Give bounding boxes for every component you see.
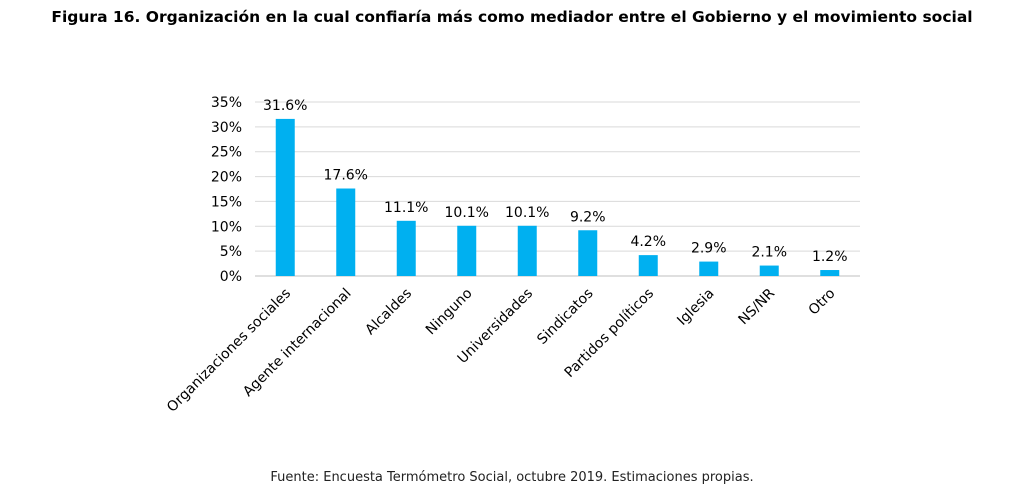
bar <box>759 265 779 276</box>
bar <box>396 220 416 276</box>
chart-title: Figura 16. Organización en la cual confi… <box>51 8 973 26</box>
y-tick-label: 5% <box>220 244 242 260</box>
x-tick-label: Alcaldes <box>362 286 415 339</box>
x-tick-label: NS/NR <box>735 285 778 328</box>
y-tick-label: 30% <box>211 120 242 136</box>
y-axis: 0% 5% 10% 15% 20% 25% 30% 35% <box>211 95 242 285</box>
bar <box>578 230 598 276</box>
x-tick-label: Sindicatos <box>534 286 596 348</box>
y-tick-label: 10% <box>211 219 242 235</box>
y-tick-label: 35% <box>211 95 242 111</box>
bar <box>517 225 537 276</box>
bar <box>336 188 356 276</box>
y-tick-label: 0% <box>220 269 242 285</box>
data-label: 2.1% <box>751 245 787 261</box>
y-tick-label: 20% <box>211 170 242 186</box>
data-label: 17.6% <box>324 168 368 184</box>
data-label: 2.9% <box>691 241 727 257</box>
x-tick-label: Iglesia <box>674 286 717 329</box>
y-tick-label: 15% <box>211 194 242 210</box>
bar <box>457 225 477 276</box>
data-labels: 31.6% 17.6% 11.1% 10.1% 10.1% 9.2% 4.2% 2.9% 2.1… <box>263 98 848 265</box>
gridlines <box>255 101 860 277</box>
data-label: 1.2% <box>812 249 848 265</box>
data-label: 9.2% <box>570 209 606 225</box>
y-tick-label: 25% <box>211 145 242 161</box>
x-tick-label: Agente internacional <box>240 286 354 400</box>
bar <box>638 255 658 276</box>
data-label: 11.1% <box>384 200 428 216</box>
x-tick-label: Otro <box>806 286 839 319</box>
bar-chart: 0% 5% 10% 15% 20% 25% 30% 35% 31.6% 17.6% 11.1% 10… <box>164 95 860 416</box>
data-label: 4.2% <box>630 234 666 250</box>
x-tick-label: Organizaciones sociales <box>164 286 294 416</box>
x-tick-label: Ninguno <box>423 286 476 339</box>
bar <box>820 270 840 276</box>
data-label: 10.1% <box>445 205 489 221</box>
source-note: Fuente: Encuesta Termómetro Social, octu… <box>270 470 754 485</box>
bar <box>275 118 295 276</box>
bars <box>275 118 840 276</box>
data-label: 10.1% <box>505 205 549 221</box>
data-label: 31.6% <box>263 98 307 114</box>
bar <box>699 261 719 276</box>
